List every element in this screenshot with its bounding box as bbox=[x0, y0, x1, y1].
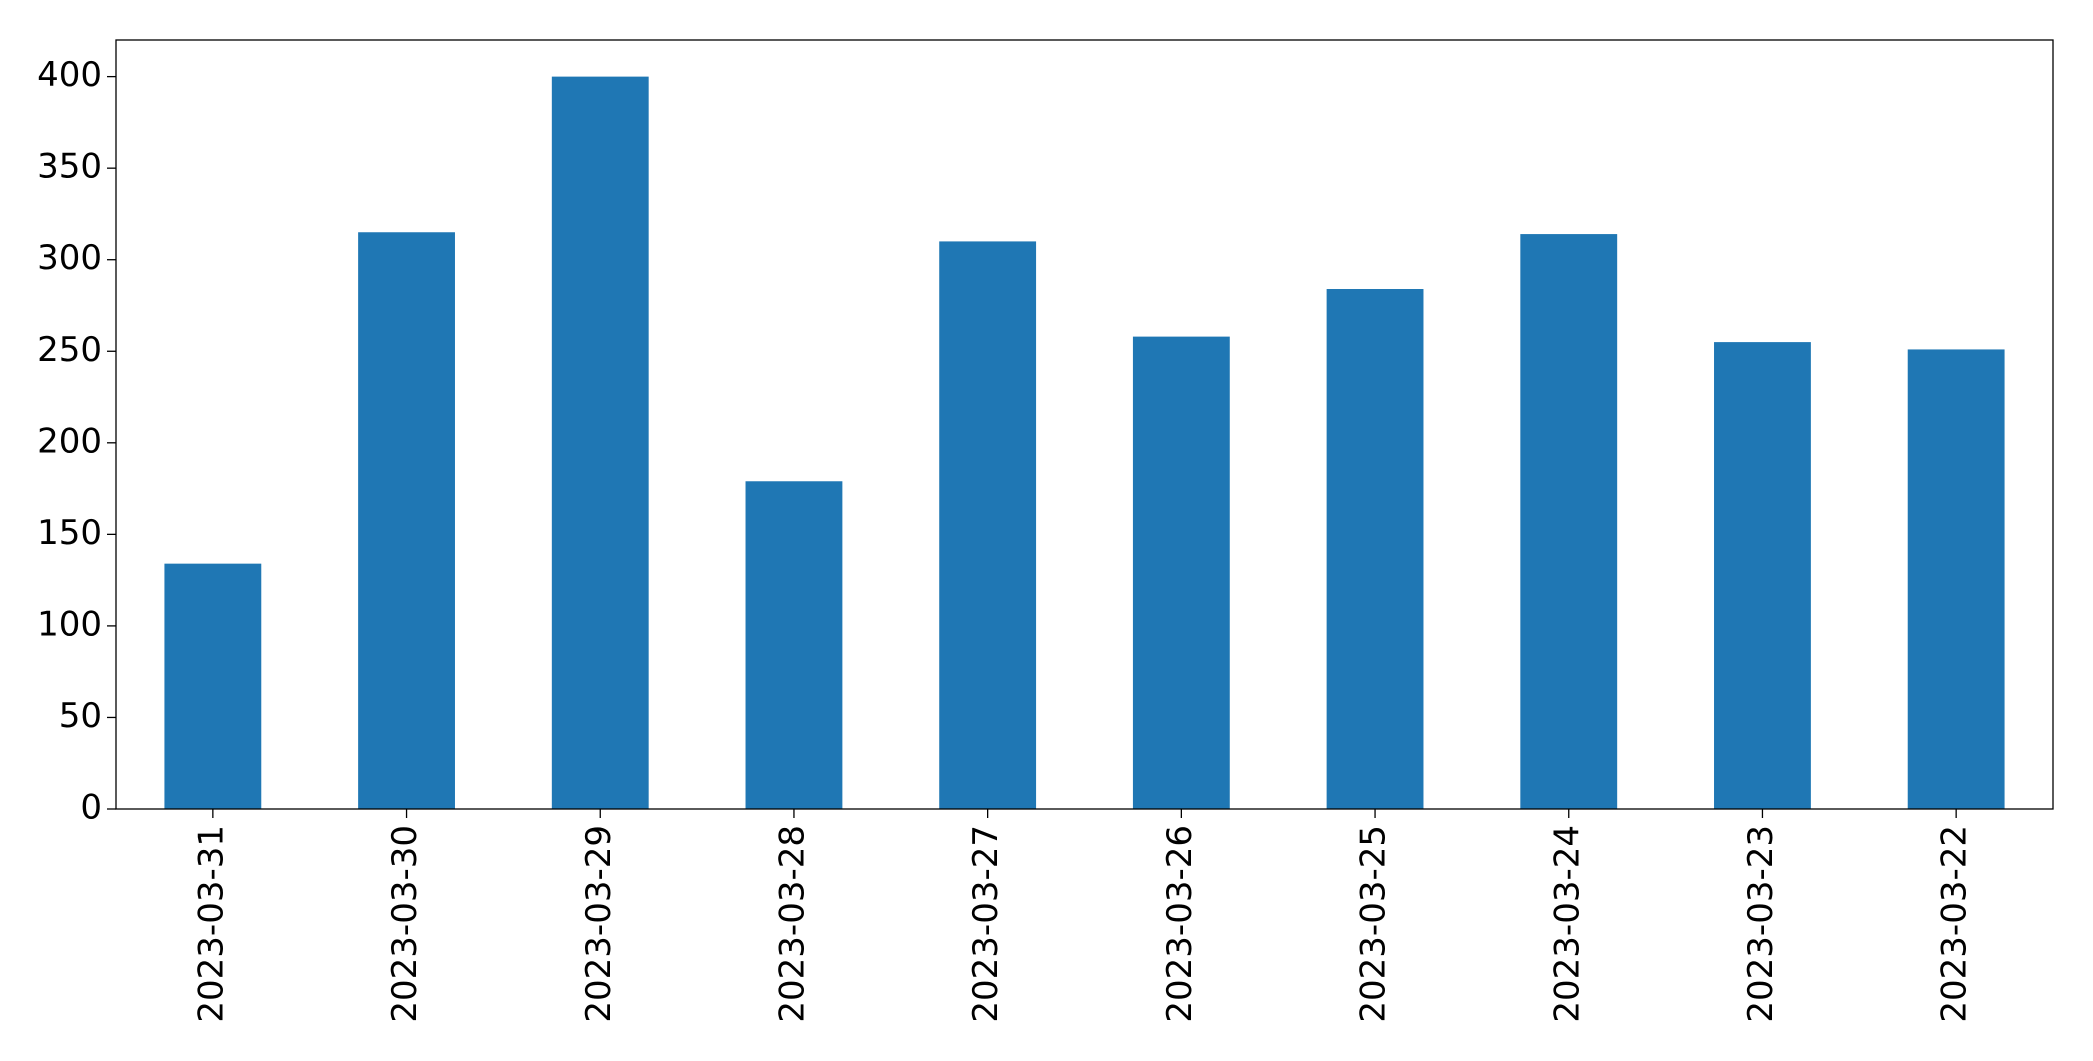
x-tick-label: 2023-03-28 bbox=[772, 825, 812, 1023]
x-tick-label: 2023-03-24 bbox=[1547, 825, 1587, 1023]
y-tick-label: 200 bbox=[37, 421, 102, 461]
y-tick-label: 100 bbox=[37, 604, 102, 644]
bar bbox=[358, 232, 455, 809]
bar bbox=[551, 76, 649, 810]
y-tick-label: 350 bbox=[37, 147, 102, 187]
y-tick-label: 50 bbox=[59, 696, 102, 736]
bar bbox=[1714, 342, 1811, 809]
plot-frame bbox=[115, 39, 2054, 810]
bar bbox=[1520, 234, 1618, 810]
y-tick-label: 0 bbox=[80, 788, 102, 828]
y-tick-label: 300 bbox=[37, 238, 102, 278]
y-tick-label: 150 bbox=[37, 513, 102, 553]
x-tick-label: 2023-03-23 bbox=[1741, 825, 1781, 1023]
y-tick-label: 250 bbox=[37, 330, 102, 370]
x-tick-label: 2023-03-27 bbox=[966, 825, 1006, 1023]
x-tick-label: 2023-03-30 bbox=[385, 825, 425, 1023]
y-tick-label: 400 bbox=[37, 55, 102, 95]
x-tick-label: 2023-03-22 bbox=[1935, 825, 1975, 1023]
bar bbox=[745, 481, 843, 809]
x-tick-label: 2023-03-29 bbox=[579, 825, 619, 1023]
bar bbox=[164, 563, 262, 809]
x-tick-label: 2023-03-31 bbox=[191, 825, 231, 1023]
bar bbox=[1132, 336, 1230, 809]
x-tick-label: 2023-03-26 bbox=[1160, 825, 1200, 1023]
bar bbox=[1326, 289, 1424, 809]
bar bbox=[939, 241, 1037, 809]
x-tick-label: 2023-03-25 bbox=[1354, 825, 1394, 1023]
bar bbox=[1907, 349, 2005, 809]
